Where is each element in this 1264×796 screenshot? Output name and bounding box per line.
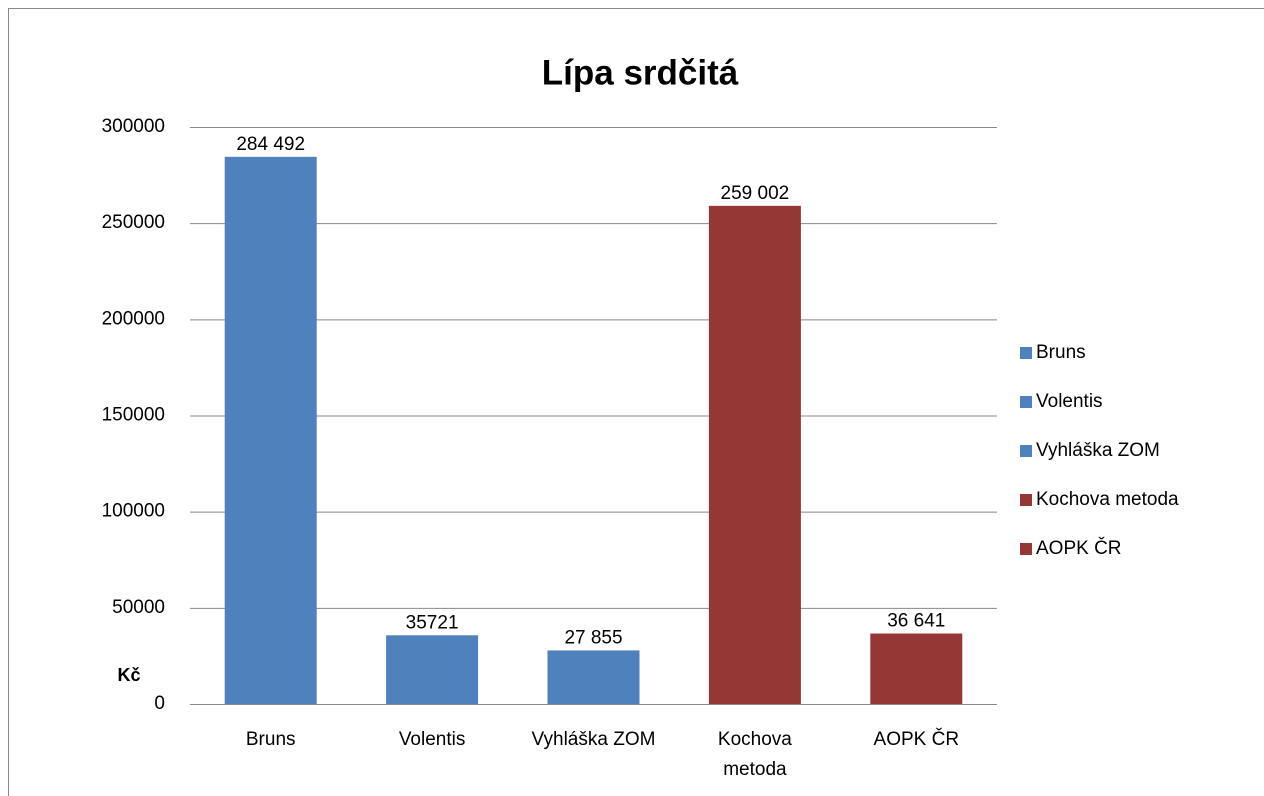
legend-label: Vyhláška ZOM: [1036, 440, 1160, 461]
y-tick-label: 250000: [102, 212, 165, 233]
bar: [224, 156, 317, 705]
legend-swatch: [1020, 445, 1032, 457]
x-tick-label: Kochova metoda: [718, 729, 792, 780]
data-label: 284 492: [236, 134, 305, 155]
y-tick-label: 200000: [102, 308, 165, 329]
legend-swatch: [1020, 543, 1032, 555]
bar: [870, 633, 963, 704]
legend-swatch: [1020, 396, 1032, 408]
y-tick-label: 300000: [102, 116, 165, 137]
legend-swatch: [1020, 347, 1032, 359]
bar: [386, 635, 479, 704]
x-tick-label: Vyhláška ZOM: [532, 729, 656, 750]
legend-swatch: [1020, 494, 1032, 506]
legend-label: Kochova metoda: [1036, 489, 1179, 510]
bar: [708, 205, 801, 704]
x-tick-label: Volentis: [399, 729, 466, 750]
legend-label: Volentis: [1036, 391, 1103, 412]
x-tick-label: AOPK ČR: [874, 728, 960, 750]
y-tick-label: 150000: [102, 405, 165, 426]
legend-label: Bruns: [1036, 342, 1086, 363]
bar: [547, 650, 640, 704]
data-label: 259 002: [721, 183, 790, 204]
x-tick-label: Bruns: [246, 729, 296, 750]
data-label: 36 641: [887, 611, 945, 632]
y-tick-label: 100000: [102, 501, 165, 522]
legend-label: AOPK ČR: [1036, 537, 1122, 559]
data-label: 27 855: [564, 627, 622, 648]
y-tick-label: 50000: [112, 597, 165, 618]
chart-title: Lípa srdčitá: [542, 53, 739, 92]
data-label: 35721: [406, 612, 459, 633]
y-tick-label: 0: [154, 693, 165, 714]
y-axis-label: Kč: [117, 665, 140, 685]
